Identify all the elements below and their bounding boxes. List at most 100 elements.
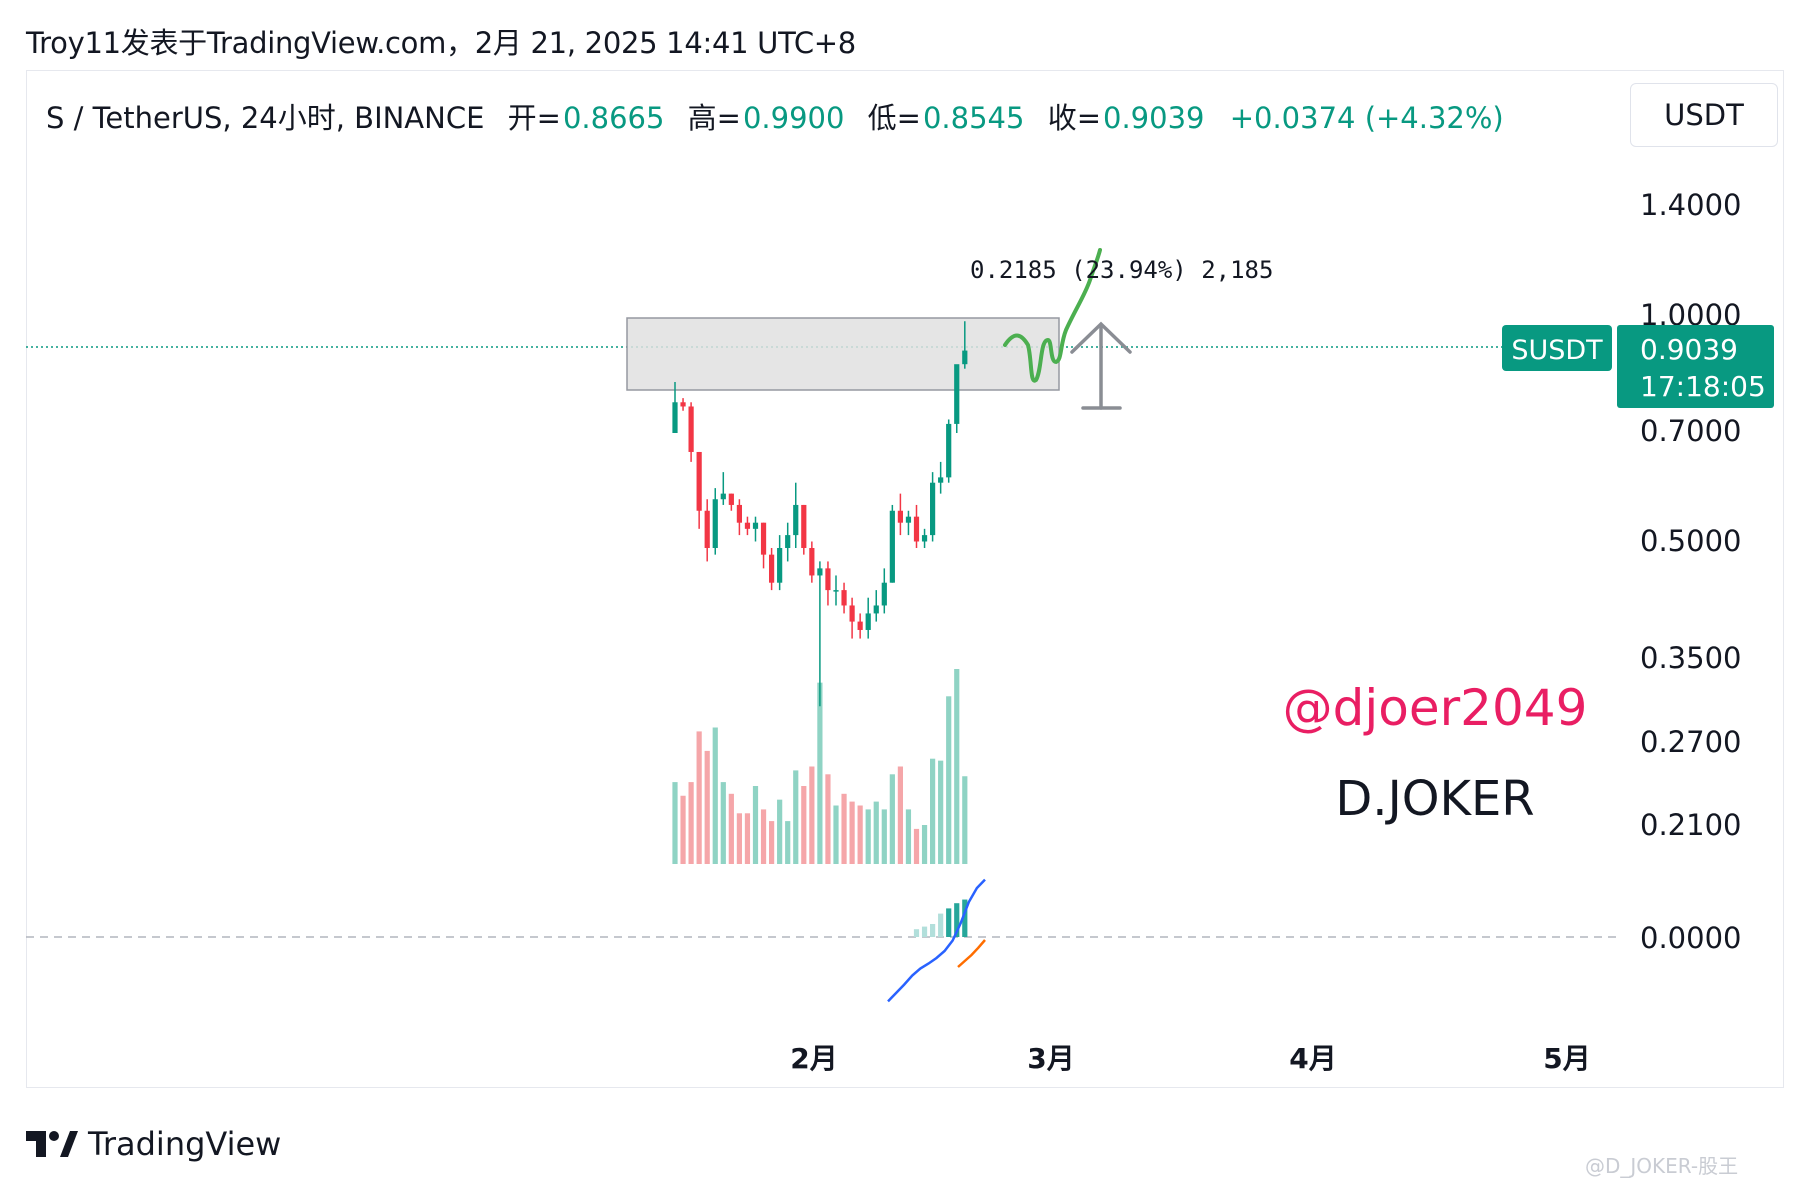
price-tick: 0.2700: [1640, 725, 1741, 759]
candle-body: [688, 406, 694, 452]
volume-bar: [954, 669, 960, 864]
candle-body: [801, 504, 807, 548]
volume-bar: [704, 750, 710, 864]
change-value: +0.0374 (+4.32%): [1229, 101, 1504, 135]
volume-bar: [817, 682, 823, 864]
volume-bar: [889, 774, 895, 864]
histogram-bar: [930, 924, 936, 937]
volume-bar: [946, 696, 952, 864]
countdown-text: 17:18:05: [1640, 370, 1766, 403]
source-watermark: @D_JOKER-股王: [1585, 1154, 1739, 1178]
last-price-text: 0.9039: [1640, 333, 1738, 366]
close-value: 0.9039: [1103, 101, 1205, 135]
volume-bar: [841, 793, 847, 864]
candle-body: [930, 482, 936, 536]
volume-bar: [809, 766, 815, 864]
close-label: 收=: [1047, 101, 1101, 135]
oscillator: [887, 878, 986, 1003]
volume-bar: [688, 782, 694, 864]
candle-body: [760, 522, 767, 555]
candle-body: [769, 554, 775, 583]
resistance-zone[interactable]: [626, 317, 1060, 391]
open-label: 开=: [507, 101, 561, 135]
measure-arrow[interactable]: [1070, 321, 1132, 410]
projection-drawing[interactable]: [1003, 248, 1102, 383]
symbol-label[interactable]: S / TetherUS, 24小时, BINANCE: [46, 101, 485, 135]
volume-bar: [921, 825, 928, 864]
candle-body: [962, 350, 968, 365]
signal-line: [957, 939, 986, 968]
volume-bar: [728, 793, 734, 864]
name-annotation[interactable]: D.JOKER: [1335, 771, 1534, 827]
candle-body: [849, 605, 855, 622]
open-value: 0.8665: [562, 101, 665, 135]
price-tick: 1.4000: [1640, 188, 1741, 222]
volume-bars: [672, 669, 968, 864]
candle-body: [777, 548, 783, 583]
symbol-tag-text: SUSDT: [1511, 335, 1603, 366]
time-axis[interactable]: 2月 3月 4月 5月: [790, 1042, 1590, 1075]
candle-body: [785, 535, 791, 548]
histogram-bar: [913, 929, 920, 937]
candle-body: [825, 568, 831, 591]
price-tick: 0.3500: [1640, 641, 1741, 675]
high-label: 高=: [687, 101, 741, 135]
candle-body: [905, 516, 912, 523]
candle-body: [938, 477, 944, 483]
price-tick: 0.2100: [1640, 808, 1741, 842]
candle-body: [865, 613, 871, 630]
price-tick: 0.0000: [1640, 921, 1741, 955]
candlesticks: [672, 321, 968, 707]
volume-bar: [849, 801, 855, 864]
candle-body: [889, 510, 895, 583]
volume-bar: [769, 821, 775, 864]
candle-body: [680, 402, 686, 407]
histogram-bar: [938, 913, 944, 937]
volume-bar: [825, 774, 831, 864]
candle-body: [744, 522, 751, 529]
candle-body: [712, 499, 718, 548]
candle-body: [833, 590, 839, 592]
handle-annotation[interactable]: @djoer2049: [1283, 679, 1588, 737]
candle-body: [793, 504, 799, 536]
candle-body: [946, 423, 952, 478]
volume-bar: [793, 770, 799, 864]
price-tick: 0.7000: [1640, 414, 1741, 448]
volume-bar: [897, 766, 903, 864]
volume-bar: [672, 782, 678, 864]
time-tick: 5月: [1543, 1042, 1590, 1075]
candle-body: [881, 582, 887, 606]
tradingview-logo-text: TradingView: [88, 1125, 282, 1163]
candle-body: [809, 548, 815, 576]
histogram-bar: [921, 926, 928, 937]
last-price-tag: [1617, 325, 1774, 408]
tradingview-logo-icon: [26, 1131, 78, 1157]
candle-body: [913, 516, 920, 542]
candle-body: [954, 364, 960, 424]
volume-bar: [857, 805, 863, 864]
low-label: 低=: [867, 101, 921, 135]
candle-body: [921, 535, 928, 542]
price-tick: 0.5000: [1640, 524, 1741, 558]
macd-line: [887, 878, 986, 1003]
ohlc-legend: S / TetherUS, 24小时, BINANCE 开=0.8665 高= 0…: [46, 95, 1506, 137]
chart-pane[interactable]: [26, 70, 1784, 1088]
candle-body: [752, 522, 759, 529]
volume-bar: [720, 782, 726, 864]
price-axis[interactable]: 1.4000 1.0000 0.7000 0.5000 0.3500 0.270…: [1640, 188, 1741, 955]
tradingview-logo[interactable]: TradingView: [26, 1125, 281, 1163]
volume-bar: [801, 786, 807, 864]
histogram-bar: [962, 899, 968, 937]
volume-bar: [913, 828, 920, 864]
currency-button[interactable]: USDT: [1630, 83, 1778, 147]
volume-bar: [785, 821, 791, 864]
candle-body: [857, 621, 863, 630]
volume-bar: [962, 776, 968, 864]
volume-bar: [881, 809, 887, 864]
volume-bar: [736, 813, 742, 864]
time-tick: 3月: [1027, 1042, 1074, 1075]
candle-body: [841, 590, 847, 606]
histogram-bar: [946, 908, 952, 937]
volume-bar: [930, 758, 936, 864]
